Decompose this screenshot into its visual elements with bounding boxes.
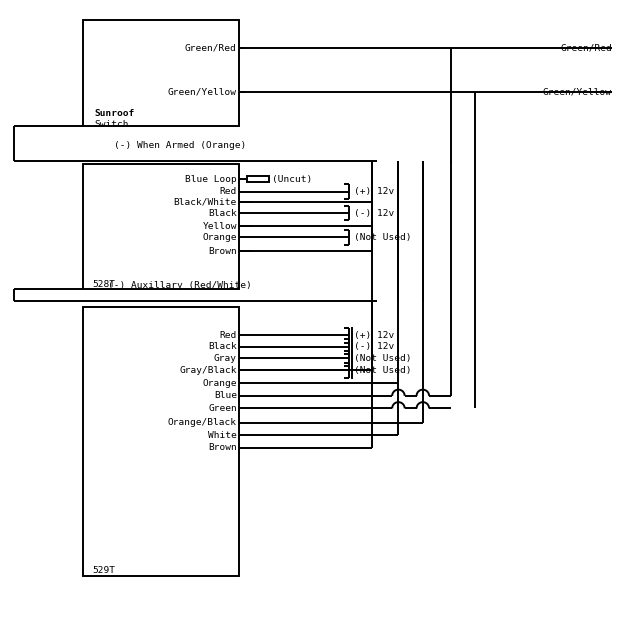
Text: Green/Red: Green/Red [184, 44, 237, 53]
Text: Yellow: Yellow [203, 221, 237, 231]
Text: (-) 12v: (-) 12v [354, 209, 394, 218]
Text: Blue Loop: Blue Loop [185, 175, 237, 184]
Text: Green: Green [208, 404, 237, 413]
Text: (-) When Armed (Orange): (-) When Armed (Orange) [114, 141, 246, 150]
Text: Switch: Switch [94, 120, 128, 129]
Text: Orange: Orange [203, 233, 237, 242]
Text: Red: Red [220, 187, 237, 196]
Text: Orange: Orange [203, 379, 237, 388]
Text: White: White [208, 431, 237, 440]
Text: (Not Used): (Not Used) [354, 354, 411, 363]
Text: Black: Black [208, 342, 237, 351]
Text: Green/Yellow: Green/Yellow [543, 87, 612, 97]
Bar [247, 176, 269, 182]
Text: (Not Used): (Not Used) [354, 366, 411, 375]
Text: 529T: 529T [92, 566, 115, 575]
Bar [83, 164, 240, 288]
Text: Green/Red: Green/Red [560, 44, 612, 53]
Text: (-) Auxillary (Red/White): (-) Auxillary (Red/White) [108, 281, 252, 290]
Text: Brown: Brown [208, 246, 237, 256]
Text: Blue: Blue [214, 391, 237, 401]
Bar [83, 307, 240, 576]
Text: Sunroof: Sunroof [94, 109, 135, 119]
Text: (+) 12v: (+) 12v [354, 187, 394, 196]
Text: Black/White: Black/White [174, 198, 237, 207]
Text: Gray: Gray [214, 354, 237, 363]
Text: Orange/Black: Orange/Black [168, 418, 237, 427]
Text: (+) 12v: (+) 12v [354, 331, 394, 340]
Text: Gray/Black: Gray/Black [179, 366, 237, 375]
Text: (Not Used): (Not Used) [354, 233, 411, 242]
Text: 528T: 528T [92, 280, 115, 288]
Text: (-) 12v: (-) 12v [354, 342, 394, 351]
Bar [83, 20, 240, 126]
Text: Brown: Brown [208, 443, 237, 452]
Text: Red: Red [220, 331, 237, 340]
Text: Black: Black [208, 209, 237, 218]
Text: (Uncut): (Uncut) [272, 175, 312, 184]
Text: Green/Yellow: Green/Yellow [167, 87, 237, 97]
